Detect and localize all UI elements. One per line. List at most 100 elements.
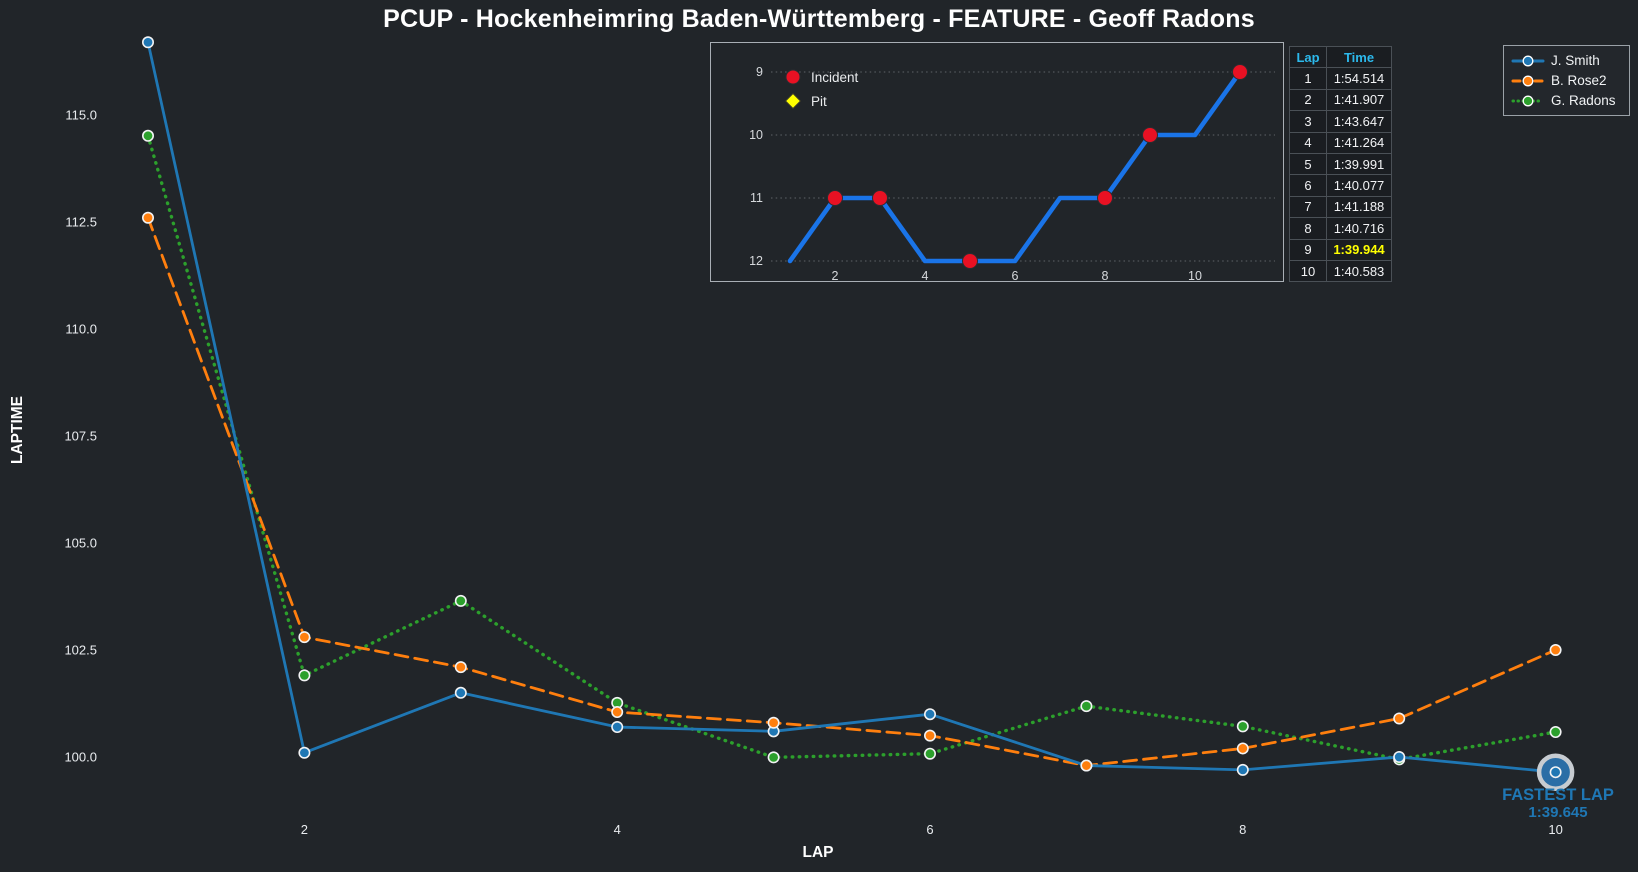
position-inset-panel: 9 10 11 12 2 4 6 8 10 Incident Pit (710, 42, 1284, 282)
table-row: 7 1:41.188 (1289, 195, 1392, 219)
tick-label: 10 (1548, 822, 1562, 837)
legend-label: B. Rose2 (1551, 73, 1607, 88)
tick-label: 4 (922, 269, 929, 281)
table-row: 4 1:41.264 (1289, 131, 1392, 154)
lap-time-cell: 1:41.264 (1326, 131, 1392, 154)
data-point-b-rose2 (1236, 742, 1249, 755)
incident-marker (1097, 190, 1113, 206)
legend-line-sample (1511, 95, 1545, 106)
data-point-j-smith (298, 746, 311, 759)
chart-legend: J. Smith B. Rose2 G. Radons (1503, 45, 1630, 116)
legend-line-sample (1511, 75, 1545, 86)
tick-label: 112.5 (65, 215, 97, 230)
legend-item-j-smith: J. Smith (1511, 51, 1622, 70)
data-point-j-smith (454, 686, 467, 699)
lap-time-cell: 1:41.907 (1326, 88, 1392, 112)
tick-label: 115.0 (65, 108, 97, 123)
y-axis-label: LAPTIME (9, 396, 26, 464)
lap-time-cell: 1:40.716 (1326, 217, 1392, 240)
data-point-b-rose2 (767, 716, 780, 729)
lap-number-cell: 3 (1289, 110, 1327, 133)
position-chart: 9 10 11 12 2 4 6 8 10 Incident Pit (749, 64, 1275, 281)
lap-number-cell: 6 (1289, 174, 1327, 197)
lap-number-cell: 8 (1289, 217, 1327, 240)
data-point-b-rose2 (923, 729, 936, 742)
lap-time-cell: 1:41.188 (1326, 195, 1392, 219)
tick-label: 2 (832, 269, 839, 281)
legend-item-g-radons: G. Radons (1511, 91, 1622, 110)
tick-label: 10 (1188, 269, 1202, 281)
incident-marker (1232, 64, 1248, 80)
lap-time-cell: 1:40.077 (1326, 174, 1392, 197)
legend-label: J. Smith (1551, 53, 1600, 68)
data-point-b-rose2 (1549, 643, 1562, 656)
data-point-g-radons (142, 129, 155, 142)
lap-time-table: Lap Time 1 1:54.514 2 1:41.907 3 1:43.647 4 1:41.… (1289, 45, 1392, 283)
data-point-g-radons (1080, 700, 1093, 713)
data-point-g-radons (767, 751, 780, 764)
data-point-b-rose2 (1393, 712, 1406, 725)
fastest-lap-label: FASTEST LAP (1502, 786, 1614, 804)
series-line-b-rose2 (146, 216, 1557, 767)
tick-label: 9 (756, 65, 763, 79)
tick-label: 107.5 (64, 429, 97, 444)
data-point-g-radons (1549, 726, 1562, 739)
data-point-j-smith (923, 708, 936, 721)
table-row: 3 1:43.647 (1289, 110, 1392, 133)
table-row: 6 1:40.077 (1289, 174, 1392, 197)
data-point-g-radons (1236, 720, 1249, 733)
data-point-b-rose2 (142, 211, 155, 224)
data-point-b-rose2 (611, 706, 624, 719)
lap-number-cell: 5 (1289, 152, 1327, 176)
table-row: 9 1:39.944 (1289, 238, 1392, 261)
incident-marker (872, 190, 888, 206)
tick-label: 110.0 (65, 322, 97, 337)
table-header-lap: Lap (1289, 45, 1327, 69)
lap-number-cell: 4 (1289, 131, 1327, 154)
position-line (787, 69, 1243, 264)
table-header-row: Lap Time (1289, 45, 1392, 69)
data-point-g-radons (923, 747, 936, 760)
tick-label: 12 (749, 254, 763, 268)
data-point-j-smith (142, 36, 155, 49)
table-row: 8 1:40.716 (1289, 217, 1392, 240)
series-line-g-radons (146, 134, 1558, 762)
data-point-j-smith (1549, 766, 1562, 779)
pit-legend-icon (784, 92, 802, 110)
tick-label: 6 (926, 822, 933, 837)
table-row: 10 1:40.583 (1289, 259, 1392, 283)
x-axis-label: LAP (803, 844, 834, 861)
tick-label: 2 (301, 822, 308, 837)
tick-label: 11 (750, 191, 763, 205)
lap-number-cell: 10 (1289, 259, 1327, 283)
lap-number-cell: 7 (1289, 195, 1327, 219)
lap-time-cell: 1:43.647 (1326, 110, 1392, 133)
table-row: 5 1:39.991 (1289, 152, 1392, 176)
tick-label: 10 (749, 128, 763, 142)
lap-time-cell: 1:39.991 (1326, 152, 1392, 176)
data-point-g-radons (454, 594, 467, 607)
series-line-j-smith (146, 40, 1557, 774)
fastest-lap-time: 1:39.645 (1528, 804, 1588, 821)
pit-legend-label: Pit (811, 94, 827, 109)
incident-legend-label: Incident (811, 70, 859, 85)
incident-legend-icon (785, 69, 801, 85)
tick-label: 105.0 (64, 536, 97, 551)
data-point-b-rose2 (1080, 759, 1093, 772)
legend-label: G. Radons (1551, 93, 1616, 108)
data-point-j-smith (611, 721, 624, 734)
incident-marker (827, 190, 843, 206)
lap-time-cell: 1:40.583 (1326, 259, 1392, 283)
tick-label: 6 (1012, 269, 1019, 281)
lap-number-cell: 9 (1289, 238, 1327, 261)
legend-line-sample (1511, 55, 1545, 66)
tick-label: 4 (614, 822, 621, 837)
data-point-j-smith (1393, 750, 1406, 763)
lap-time-cell: 1:54.514 (1326, 67, 1392, 90)
page-title: PCUP - Hockenheimring Baden-Württemberg … (383, 5, 1255, 33)
tick-label: 100.0 (64, 750, 97, 765)
tick-label: 8 (1102, 269, 1109, 281)
data-point-g-radons (298, 669, 311, 682)
tick-label: 8 (1239, 822, 1246, 837)
